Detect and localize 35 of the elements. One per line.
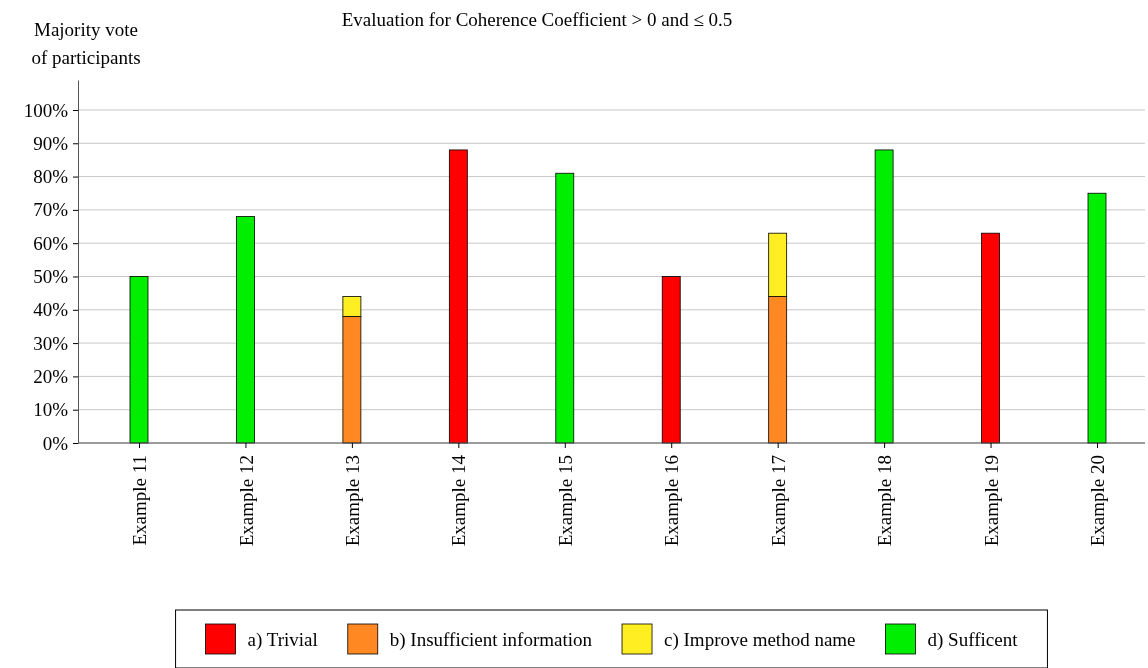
bar [661,276,681,444]
x-tick-label: Example 13 [342,455,364,547]
bar [448,149,468,444]
x-tick-label: Example 12 [235,455,257,547]
y-tick-label: 30% [33,332,69,354]
x-tick-label: Example 20 [1087,455,1109,547]
legend-label: b) Insufficient information [389,628,593,651]
x-tick-label: Example 14 [448,454,470,547]
x-tick-label: Example 15 [554,455,576,547]
y-tick-label: 50% [33,266,69,288]
y-tick-label: 60% [33,232,69,254]
x-tick-label: Example 18 [874,455,896,547]
bar [236,216,255,444]
y-tick-label: 0% [42,432,69,454]
y-tick-label: 20% [33,365,69,387]
y-axis-title: Majority vote of participants [31,19,141,68]
x-tick-label: Example 19 [980,455,1002,547]
y-tick-label: 90% [33,132,69,154]
legend-label: d) Sufficent [927,628,1019,651]
x-tick-label: Example 17 [767,455,789,547]
x-tick-label: Example 16 [661,455,683,547]
y-tick-label: 80% [33,166,69,188]
y-tick-label: 100% [23,99,69,121]
bar [1087,192,1107,444]
y-tick-label: 10% [33,399,69,421]
bar [129,276,149,444]
bar [555,172,575,444]
chart-title: Evaluation for Coherence Coefficient > 0 and ≤ 0.5 [341,9,733,30]
legend-label: a) Trivial [247,628,318,651]
legend-label: c) Improve method name [664,628,856,651]
y-tick-label: 70% [33,199,69,221]
bar [981,232,1000,444]
y-tick-label: 40% [33,299,69,321]
bar [874,149,894,444]
x-tick-label: Example 11 [129,455,151,546]
